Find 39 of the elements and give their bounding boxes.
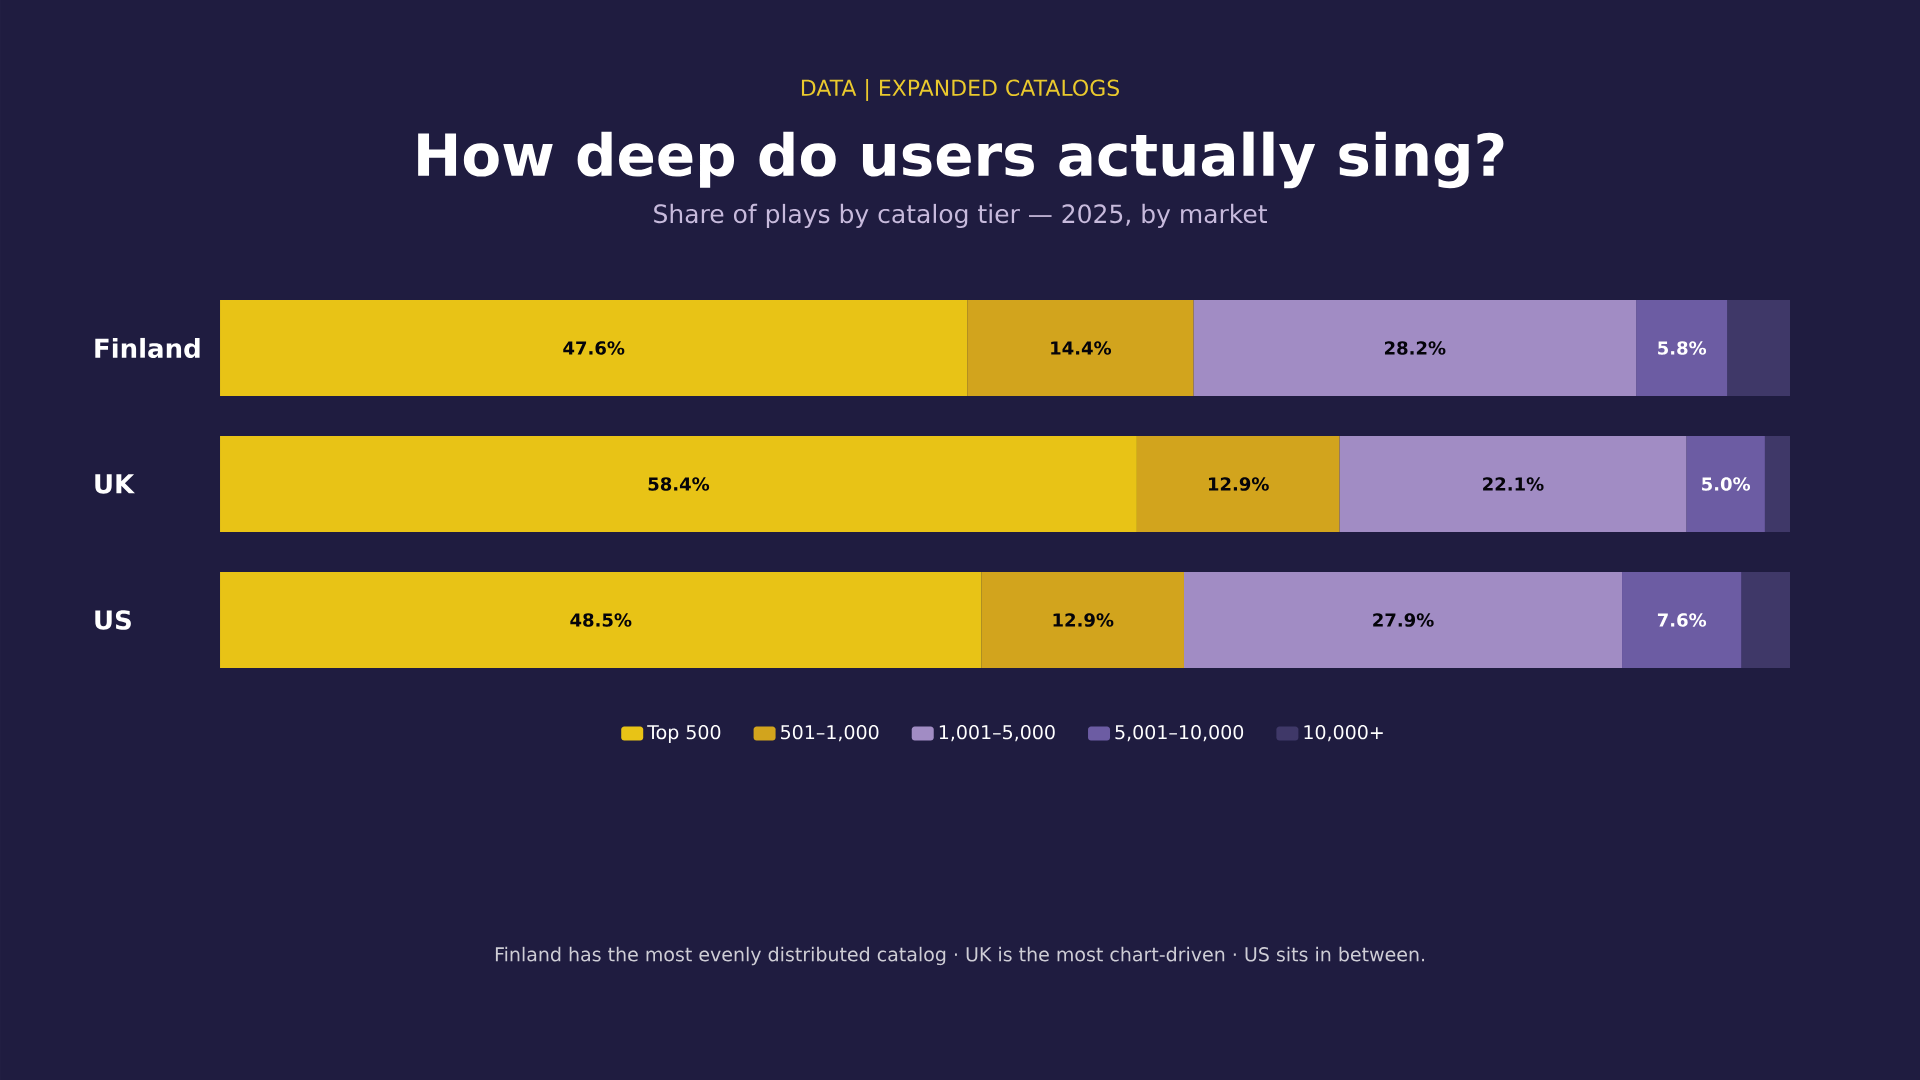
y-tick-label: US xyxy=(95,610,131,630)
data-label: 48.5% xyxy=(570,613,632,627)
bar xyxy=(1136,435,1340,532)
data-label: 12.9% xyxy=(1053,613,1114,627)
data-label: 5.0% xyxy=(1702,477,1751,491)
bar xyxy=(1193,299,1637,396)
chart-subtitle: Share of plays by catalog tier — 2025, by market xyxy=(654,203,1267,229)
bar xyxy=(220,571,982,668)
legend-label: Top 500 xyxy=(647,724,721,743)
bar xyxy=(1339,435,1687,532)
bar xyxy=(1622,571,1742,668)
data-label: 28.2% xyxy=(1384,341,1446,355)
bar xyxy=(1686,435,1765,532)
data-label: 12.9% xyxy=(1208,477,1269,491)
text: DATA | EXPANDED CATALOGS xyxy=(801,78,1120,101)
bar xyxy=(967,299,1194,396)
text: Finland has the most evenly distributed catalog · UK is the most chart-driven · US sits in between. xyxy=(495,946,1424,966)
bar xyxy=(1764,435,1791,532)
data-label: 7.6% xyxy=(1657,613,1707,627)
bar xyxy=(1741,571,1791,668)
legend-label: 501–1,000 xyxy=(781,724,879,742)
bar xyxy=(981,571,1184,668)
data-label: 27.9% xyxy=(1373,613,1434,627)
y-tick-label: UK xyxy=(95,474,135,494)
data-label: 47.6% xyxy=(563,341,625,355)
chart-title: How deep do users actually sing? xyxy=(418,131,1504,189)
legend-label: 10,000+ xyxy=(1304,724,1383,742)
y-tick-label: Finland xyxy=(95,337,200,359)
legend-label: 1,001–5,000 xyxy=(939,724,1055,742)
bar xyxy=(1184,571,1623,668)
data-label: 5.8% xyxy=(1658,341,1707,355)
data-label: 14.4% xyxy=(1051,341,1112,355)
bar xyxy=(1727,299,1791,396)
bar xyxy=(220,299,968,396)
data-label: 22.1% xyxy=(1483,477,1544,491)
legend-label: 5,001–10,000 xyxy=(1115,724,1244,742)
bar xyxy=(220,435,1137,532)
data-label: 58.4% xyxy=(648,477,710,491)
bar xyxy=(1636,299,1728,396)
